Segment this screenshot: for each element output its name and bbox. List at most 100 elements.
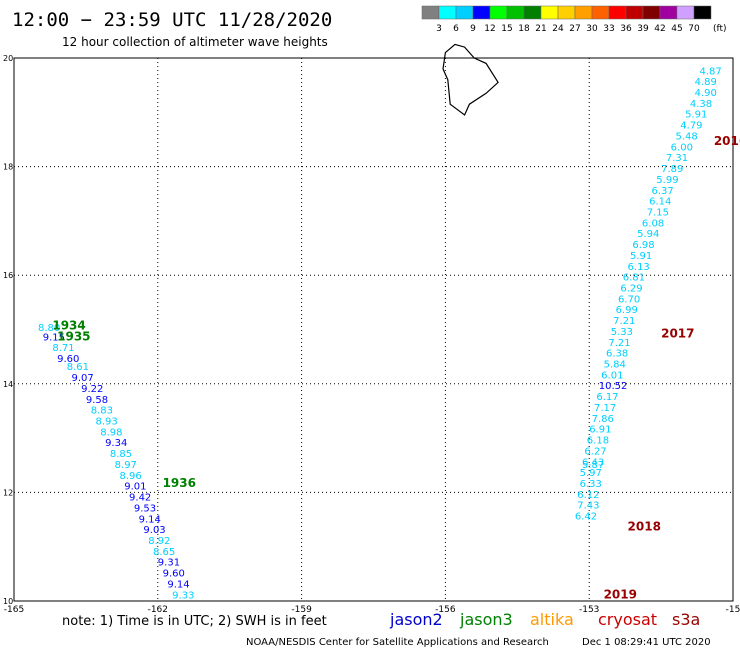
y-tick-label: 18 [3, 163, 13, 172]
plot-border [13, 57, 734, 602]
scale-swatch [625, 5, 644, 20]
swh-value: 6.37 [652, 186, 674, 197]
swh-value: 5.48 [675, 131, 697, 142]
scale-label: 18 [518, 24, 530, 34]
swh-value: 7.21 [608, 338, 630, 349]
satellite-legend-item: jason3 [459, 610, 513, 629]
swh-value: 9.14 [167, 579, 189, 590]
swh-value: 8.61 [67, 362, 89, 373]
swh-value: 7.31 [666, 153, 688, 164]
scale-swatch [676, 5, 695, 20]
scale-swatch [472, 5, 491, 20]
scale-label: 24 [552, 24, 564, 34]
scale-swatch [659, 5, 678, 20]
swh-value: 6.43 [582, 457, 604, 468]
swh-value: 6.99 [616, 305, 638, 316]
scale-swatch [523, 5, 542, 20]
swh-value: 9.31 [158, 558, 180, 569]
satellite-legend-item: s3a [672, 610, 700, 629]
satellite-legend-item: altika [530, 610, 574, 629]
swh-value: 6.12 [577, 490, 599, 501]
scale-unit: (ft) [713, 24, 727, 34]
scale-label: 33 [603, 24, 614, 34]
swh-value: 7.21 [613, 316, 635, 327]
y-tick-label: 14 [3, 380, 13, 389]
scale-label: 6 [453, 24, 459, 34]
swh-value: 9.15 [43, 332, 65, 343]
x-tick-label: -156 [435, 605, 456, 615]
satellite-legend-item: jason2 [389, 610, 443, 629]
x-tick-label: -153 [579, 605, 599, 615]
swh-value: 9.60 [57, 354, 79, 365]
chart-subtitle: 12 hour collection of altimeter wave hei… [62, 35, 328, 49]
y-tick-label: 10 [3, 597, 13, 606]
swh-value: 6.08 [642, 218, 664, 229]
footer-text: NOAA/NESDIS Center for Satellite Applica… [246, 637, 549, 648]
scale-swatch [642, 5, 661, 20]
scale-label: 70 [688, 24, 700, 34]
scale-swatch [438, 5, 457, 20]
color-scale: 3 6 9 12 15 18 21 24 27 30 33 36 39 42 45 70 (ft) [421, 5, 727, 34]
y-tick-label: 16 [3, 271, 13, 280]
swh-value: 5.99 [656, 175, 678, 186]
swh-value: 5.91 [685, 110, 707, 121]
x-tick-label: -162 [148, 605, 168, 615]
scale-swatch [506, 5, 525, 20]
swh-value: 6.29 [620, 283, 642, 294]
time-label: 2016 [714, 134, 740, 148]
swh-value: 5.94 [637, 229, 659, 240]
swh-value: 5.91 [630, 251, 652, 262]
swh-value: 9.42 [129, 493, 151, 504]
swh-value: 8.80 [38, 323, 60, 334]
swh-value: 9.34 [105, 438, 127, 449]
swh-value: 5.84 [604, 360, 626, 371]
swh-value: 7.89 [661, 164, 683, 175]
swh-value: 4.87 [699, 66, 721, 77]
swh-value: 6.91 [589, 425, 611, 436]
swh-value: 6.42 [575, 512, 597, 523]
swh-value: 7.15 [647, 207, 669, 218]
swh-value: 8.85 [110, 449, 132, 460]
scale-label: 15 [501, 24, 512, 34]
swh-value: 7.17 [594, 403, 616, 414]
title-block: 12:00 − 23:59 UTC 11/28/2020 12 hour col… [12, 9, 332, 49]
y-tick-label: 20 [3, 54, 13, 63]
swh-value: 4.38 [690, 99, 712, 110]
swh-value: 8.71 [52, 343, 74, 354]
x-tick-label: -159 [291, 605, 312, 615]
time-label: 2017 [661, 327, 694, 341]
scale-label: 39 [637, 24, 649, 34]
footer: note: 1) Time is in UTC; 2) SWH is in fe… [62, 610, 711, 648]
swh-value: 6.01 [601, 370, 623, 381]
time-label: 1934 [52, 319, 85, 333]
swh-value: 9.33 [172, 590, 194, 601]
y-tick-label: 12 [3, 488, 13, 497]
time-label: 2018 [628, 519, 661, 533]
x-tick-label: -165 [4, 605, 24, 615]
swh-value: 5.97 [580, 468, 602, 479]
swh-value: 6.00 [671, 142, 693, 153]
swh-value: 7.86 [592, 414, 614, 425]
swh-value: 6.81 [623, 273, 645, 284]
swh-value: 9.53 [134, 503, 156, 514]
swh-value: 6.13 [628, 262, 650, 273]
time-label: 1935 [57, 329, 90, 343]
timestamp-text: Dec 1 08:29:41 UTC 2020 [582, 637, 711, 648]
scale-label: 36 [620, 24, 632, 34]
swh-value: 10.52 [599, 381, 628, 392]
swh-value: 7.43 [577, 501, 599, 512]
plot-area: -165 -162 -159 -156 -153 -151012141618208.809… [3, 43, 740, 615]
scale-swatch [540, 5, 559, 20]
satellite-legend-item: cryosat [598, 610, 657, 629]
scale-swatch [455, 5, 474, 20]
swh-value: 9.07 [72, 373, 94, 384]
swh-value: 6.98 [632, 240, 654, 251]
swh-value: 8.92 [148, 536, 170, 547]
swh-value: 6.27 [584, 446, 606, 457]
swh-value: 5.33 [611, 327, 633, 338]
scale-label: 21 [535, 24, 546, 34]
swh-value: 8.98 [100, 427, 122, 438]
chart-title: 12:00 − 23:59 UTC 11/28/2020 [12, 9, 332, 31]
scale-label: 30 [586, 24, 598, 34]
